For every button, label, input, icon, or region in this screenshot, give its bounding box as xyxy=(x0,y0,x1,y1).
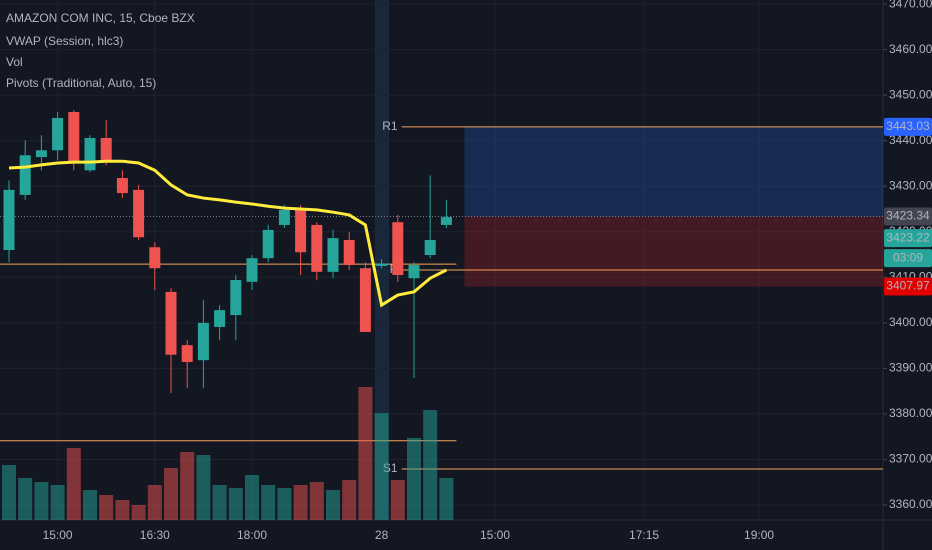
volume-bar xyxy=(439,478,454,520)
volume-bar xyxy=(66,448,81,520)
volume-bar xyxy=(326,490,340,520)
chart-title: AMAZON COM INC, 15, Cboe BZX xyxy=(6,11,195,25)
position-loss xyxy=(464,216,883,287)
volume-bar xyxy=(245,475,259,520)
candle-body xyxy=(343,239,355,266)
candle-body xyxy=(84,137,96,171)
last-price-label-box xyxy=(884,229,932,248)
stop-label-box xyxy=(884,277,932,296)
vwap-line xyxy=(8,159,448,308)
volume-bar xyxy=(390,480,405,520)
candle-body xyxy=(311,224,323,272)
volume-bar xyxy=(115,500,130,520)
candle-body xyxy=(197,322,209,361)
entry-label: 3423.34 xyxy=(886,209,930,223)
x-tick-label: 28 xyxy=(375,528,389,542)
volume-bar xyxy=(277,488,292,520)
x-tick-label: 17:15 xyxy=(629,528,659,542)
y-tick-label: 3370.00 xyxy=(889,452,932,466)
volume-bar xyxy=(261,485,276,520)
y-tick-label: 3470.00 xyxy=(889,0,932,10)
x-tick-label: 15:00 xyxy=(43,528,73,542)
candle-body xyxy=(133,189,145,238)
candle-body xyxy=(116,178,128,194)
candle-body xyxy=(19,155,31,195)
candle-body xyxy=(440,217,452,225)
candle-body xyxy=(165,291,177,355)
candle-body xyxy=(214,310,226,327)
volume-bar xyxy=(228,488,243,520)
indicator-label: Pivots (Traditional, Auto, 15) xyxy=(6,76,156,90)
countdown-label: 03:09 xyxy=(893,250,923,264)
candle-body xyxy=(230,280,242,316)
volume-bar xyxy=(2,465,16,520)
volume-bar xyxy=(196,455,211,520)
y-tick-label: 3450.00 xyxy=(889,87,932,101)
volume-bar xyxy=(212,485,227,520)
last-price-label: 3423.22 xyxy=(886,230,930,244)
candle-body xyxy=(424,239,436,255)
candle-body xyxy=(52,117,64,151)
y-tick-label: 3440.00 xyxy=(889,133,932,147)
candle-body xyxy=(35,150,47,158)
y-tick-label: 3360.00 xyxy=(889,497,932,511)
x-tick-label: 16:30 xyxy=(140,528,170,542)
pivot-label: R1 xyxy=(382,119,398,133)
volume-bar xyxy=(147,485,162,520)
indicator-label: Vol xyxy=(6,55,23,69)
target-label: 3443.03 xyxy=(886,119,930,133)
candle-body xyxy=(3,189,15,250)
candle-body xyxy=(359,268,371,332)
countdown-label-box xyxy=(884,249,932,268)
indicator-label: VWAP (Session, hlc3) xyxy=(6,34,123,48)
x-tick-label: 15:00 xyxy=(480,528,510,542)
y-tick-label: 3400.00 xyxy=(889,315,932,329)
x-tick-label: 19:00 xyxy=(744,528,774,542)
candle-body xyxy=(149,247,161,269)
volume-bar xyxy=(180,452,195,520)
volume-bar xyxy=(374,413,389,520)
candle-body xyxy=(392,222,404,276)
candle-body xyxy=(278,209,290,225)
volume-bar xyxy=(99,495,114,520)
candle-body xyxy=(408,265,420,279)
y-tick-label: 3460.00 xyxy=(889,42,932,56)
volume-bar xyxy=(131,505,146,520)
volume-bar xyxy=(293,485,308,520)
volume-bar xyxy=(342,480,357,520)
target-label-box xyxy=(884,117,932,136)
volume-bar xyxy=(18,478,33,520)
x-tick-label: 18:00 xyxy=(237,528,267,542)
candle-body xyxy=(327,238,339,272)
volume-bar xyxy=(423,410,438,520)
y-tick-label: 3390.00 xyxy=(889,361,932,375)
candle-body xyxy=(246,258,258,282)
stop-label: 3407.97 xyxy=(886,279,930,293)
volume-bar xyxy=(164,468,178,520)
candle-body xyxy=(100,137,112,161)
volume-bar xyxy=(358,387,373,520)
volume-bar xyxy=(83,490,97,520)
entry-label-box xyxy=(884,207,932,226)
volume-bar xyxy=(407,438,421,520)
y-tick-label: 3430.00 xyxy=(889,178,932,192)
candle-body xyxy=(376,263,388,266)
volume-bar xyxy=(50,485,65,520)
candle-body xyxy=(262,229,274,259)
y-tick-label: 3380.00 xyxy=(889,406,932,420)
position-profit xyxy=(464,126,883,217)
candle-body xyxy=(68,112,80,163)
volume-bar xyxy=(34,482,49,520)
candle-body xyxy=(181,345,193,362)
candle-body xyxy=(295,209,307,253)
volume-bar xyxy=(309,482,324,520)
